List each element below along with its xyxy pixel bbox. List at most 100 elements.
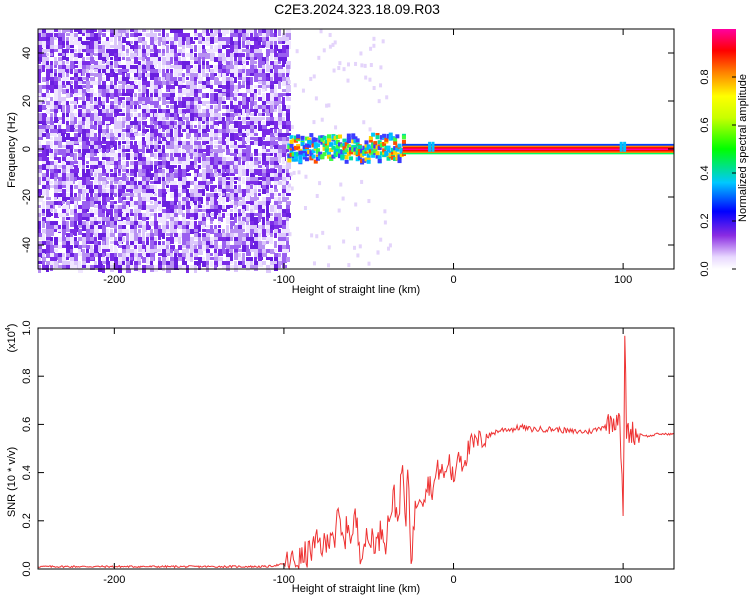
spectrogram-cell: [182, 129, 186, 132]
spectrogram-cell: [210, 225, 213, 232]
spectrogram-cell: [90, 113, 94, 121]
spectrogram-cell: [102, 165, 105, 169]
spectrogram-cell: [106, 121, 110, 124]
spectrogram-cell: [190, 153, 193, 159]
spectrogram-cell: [182, 85, 186, 88]
spectrogram-cell: [122, 85, 125, 92]
spectrogram-cell: [150, 189, 155, 194]
spectrogram-cell: [282, 177, 287, 183]
spectrogram-cell: [375, 145, 380, 150]
spectrogram-cell: [82, 221, 86, 227]
spectrogram-cell: [230, 85, 235, 91]
spectrogram-cell: [274, 65, 279, 70]
spectrogram-cell: [42, 249, 47, 254]
spectrogram-cell: [74, 209, 77, 214]
spectrogram-cell: [355, 157, 360, 162]
spectrogram-cell: [114, 109, 119, 116]
spectrogram-cell: [210, 201, 215, 207]
spectrogram-cell: [214, 229, 219, 233]
spectrogram-cell: [293, 151, 298, 156]
spectrogram-cell: [106, 53, 109, 60]
spectrogram-cell: [178, 73, 183, 76]
spectrogram-cell: [142, 197, 146, 201]
spectrogram-cell: [70, 181, 73, 186]
spectrogram-cell: [110, 93, 114, 99]
spectrogram-cell: [118, 129, 123, 136]
spectrogram-cell: [50, 133, 54, 136]
spectrogram-cell: [254, 41, 258, 48]
spectrogram-cell: [50, 249, 55, 253]
spectrogram-cell: [98, 177, 101, 181]
spectrogram-cell: [126, 221, 131, 225]
spectrogram-cell: [150, 221, 155, 226]
spectrogram-cell: [194, 197, 199, 201]
spectrogram-cell: [258, 65, 263, 68]
spectrogram-cell: [70, 57, 73, 64]
spectrogram-cell: [198, 241, 202, 248]
spectrogram-cell: [142, 217, 146, 222]
spectrogram-cell: [355, 138, 360, 143]
spectrogram-cell: [166, 213, 171, 219]
spectrogram-cell: [278, 209, 282, 216]
spectrogram-cell: [222, 165, 226, 172]
spectrogram-cell: [170, 161, 175, 164]
spectrogram-cell: [274, 133, 279, 136]
spectrogram-cell: [118, 229, 123, 234]
spectrogram-cell: [102, 41, 106, 47]
snr-x-ticks: -200 -100 0 100: [103, 328, 632, 586]
spectrogram-cell: [254, 181, 258, 185]
spectrogram-cell: [382, 153, 387, 158]
spectrogram-cell: [42, 221, 45, 228]
spectrogram-cell: [38, 69, 41, 74]
spectrogram-cell: [166, 101, 170, 104]
spectrogram-cell: [286, 197, 289, 200]
spectrogram-cell: [364, 157, 369, 162]
spectrogram-cell: [130, 265, 134, 269]
spectrogram-cell: [262, 57, 267, 64]
spectrogram-cell: [258, 253, 263, 260]
spectrogram-cell: [222, 141, 226, 146]
spectrogram-cell: [246, 81, 250, 85]
spectrogram-cell: [42, 153, 45, 160]
spectrogram-cell: [373, 141, 378, 146]
spectrogram-cell: [82, 125, 85, 131]
spectrogram-cell: [270, 261, 275, 265]
spectrogram-cell: [198, 81, 203, 84]
spectrogram-cell: [98, 133, 101, 137]
y-tick-label: 0.8: [21, 369, 33, 384]
spectrogram-cell: [90, 145, 95, 150]
spectrogram-cell: [126, 189, 130, 192]
spectrogram-cell: [38, 141, 41, 146]
spectrogram-cell: [94, 249, 98, 253]
spectrogram-cell: [234, 209, 238, 212]
spectrogram-cell: [190, 85, 193, 91]
spectrogram-cell: [130, 109, 134, 112]
spectrogram-cell: [54, 213, 59, 218]
spectrogram-cell: [353, 138, 358, 143]
spectrogram-cell: [46, 261, 50, 265]
spectrogram-cell: [106, 177, 111, 180]
spectrogram-cell: [94, 33, 99, 37]
spectrogram-cell: [250, 121, 254, 125]
spectrogram-cell: [62, 65, 67, 72]
spectrogram-cell: [401, 135, 406, 140]
spectrogram-cell: [70, 229, 74, 235]
spectrogram-cell: [222, 77, 227, 81]
spectrogram-cell: [66, 133, 70, 140]
spectrogram-cell: [222, 145, 226, 149]
spectrogram-cell: [90, 157, 95, 163]
spectrogram-cell: [130, 133, 135, 139]
spectrogram-cell: [186, 197, 189, 204]
spectrogram-cell: [238, 101, 242, 105]
spectrogram-cell: [234, 129, 238, 132]
spectrogram-cell: [38, 105, 42, 112]
spectrogram-cell: [42, 261, 45, 267]
spectrogram-cell: [178, 181, 182, 187]
spectrogram-cell: [94, 57, 99, 60]
spectrogram-cell: [202, 85, 206, 89]
spectrogram-cell: [166, 81, 169, 86]
spectrogram-cell: [174, 205, 179, 209]
spectrogram-cell: [158, 217, 162, 223]
spectrogram-cell: [90, 129, 94, 136]
spectrogram-cell: [250, 197, 254, 202]
